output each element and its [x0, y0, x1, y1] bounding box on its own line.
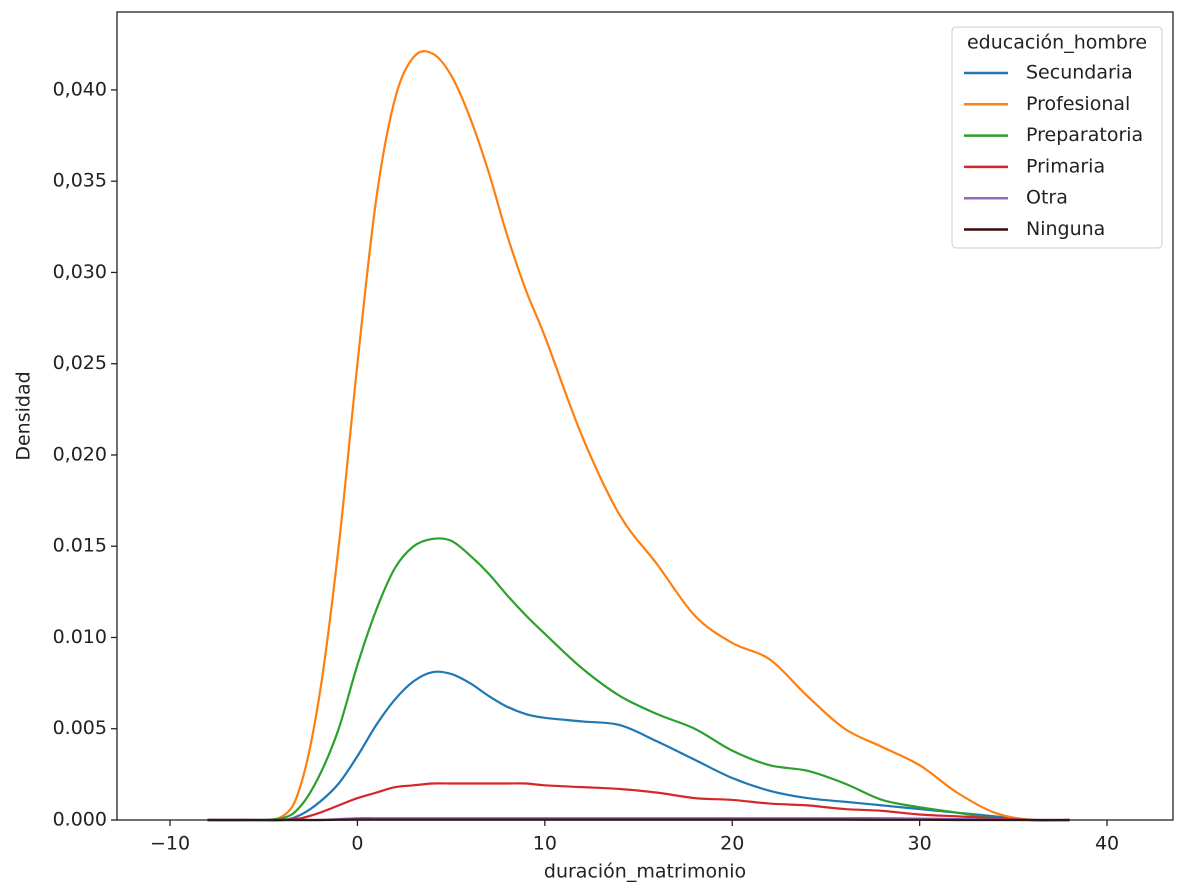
x-tick-label: 30	[908, 833, 932, 855]
y-tick-label: 0,030	[53, 261, 107, 283]
y-tick-label: 0,025	[53, 352, 107, 374]
legend-label: Secundaria	[1026, 62, 1133, 84]
x-tick-label: −10	[150, 833, 190, 855]
y-tick-label: 0.000	[53, 809, 107, 831]
y-axis-label: Densidad	[13, 371, 35, 460]
x-tick-label: 20	[720, 833, 744, 855]
legend-label: Primaria	[1026, 155, 1105, 177]
y-tick-label: 0.005	[53, 717, 107, 739]
density-line	[207, 50, 1070, 822]
density-line	[207, 782, 1070, 822]
y-tick-label: 0,040	[53, 78, 107, 100]
plot-frame	[116, 11, 1174, 821]
x-tick-label: 40	[1095, 833, 1119, 855]
y-tick-label: 0.010	[53, 626, 107, 648]
y-tick-label: 0.015	[53, 535, 107, 557]
x-axis-label: duración_matrimonio	[544, 861, 746, 883]
y-tick-label: 0,020	[53, 443, 107, 465]
legend-label: Profesional	[1026, 93, 1130, 115]
x-tick-label: 0	[351, 833, 363, 855]
density-line	[207, 670, 1070, 822]
density-line	[207, 537, 1070, 822]
y-tick-label: 0,035	[53, 170, 107, 192]
legend-label: Preparatoria	[1026, 124, 1143, 146]
legend-box	[951, 26, 1163, 249]
legend-title: educación_hombre	[967, 32, 1147, 54]
legend-label: Ninguna	[1026, 218, 1105, 240]
legend-label: Otra	[1026, 187, 1068, 209]
x-tick-label: 10	[533, 833, 557, 855]
